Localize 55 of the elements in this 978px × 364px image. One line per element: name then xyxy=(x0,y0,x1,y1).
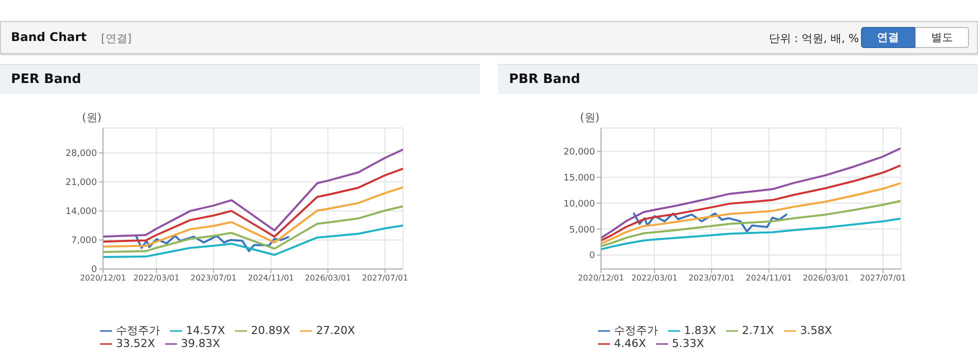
legend-label: 39.83X xyxy=(181,337,220,350)
text: 연결 xyxy=(861,27,915,48)
legend-label: 수정주가 xyxy=(116,324,160,337)
text: 단위 : 억원, 배, % xyxy=(768,31,859,46)
text: 별도 xyxy=(915,27,969,48)
line-series xyxy=(601,148,901,239)
legend-label: 2.71X xyxy=(742,324,774,337)
legend-label: 20.89X xyxy=(251,324,290,337)
text: Band Chart xyxy=(11,30,87,44)
y-axis-title: (원) xyxy=(82,110,102,125)
x-tick-label: 2020/12/01 xyxy=(80,274,126,283)
legend-label: 14.57X xyxy=(186,324,226,337)
legend-label: 33.52X xyxy=(116,337,156,350)
line-series xyxy=(103,205,403,253)
legend-label: 1.83X xyxy=(684,324,716,337)
line-series xyxy=(103,186,403,248)
line-series xyxy=(601,164,901,242)
x-tick-label: 2022/03/01 xyxy=(133,274,180,283)
line-series xyxy=(632,212,788,233)
y-tick-label: 7,000 xyxy=(71,236,98,246)
line-series xyxy=(103,148,403,238)
x-tick-label: 2026/03/01 xyxy=(802,274,849,283)
x-tick-label: 2023/07/01 xyxy=(190,274,237,283)
y-tick-label: 15,000 xyxy=(564,173,596,184)
line-series xyxy=(134,234,290,252)
x-tick-label: 2024/11/01 xyxy=(746,274,792,283)
legend-label: 4.46X xyxy=(614,337,646,350)
legend-label: 5.33X xyxy=(672,337,704,350)
x-tick-label: 2020/12/01 xyxy=(578,274,624,283)
chart-title: PBR Band xyxy=(498,65,978,94)
legend-label: 27.20X xyxy=(316,324,356,337)
legend-label: 수정주가 xyxy=(614,324,658,337)
y-tick-label: 20,000 xyxy=(564,148,596,158)
y-tick-label: 0 xyxy=(91,265,98,276)
x-tick-label: 2026/03/01 xyxy=(304,274,351,283)
x-tick-label: 2027/07/01 xyxy=(362,274,408,283)
y-tick-label: 21,000 xyxy=(66,178,98,188)
line-series xyxy=(601,182,901,245)
line-series xyxy=(103,224,403,258)
x-tick-label: 2027/07/01 xyxy=(860,274,906,283)
y-tick-label: 28,000 xyxy=(66,149,98,160)
x-tick-label: 2023/07/01 xyxy=(688,274,735,283)
x-tick-label: 2022/03/01 xyxy=(631,274,678,283)
y-axis-title: (원) xyxy=(580,110,600,125)
x-tick-label: 2024/11/01 xyxy=(248,274,294,283)
legend-label: 3.58X xyxy=(800,324,832,337)
y-tick-label: 0 xyxy=(589,251,596,262)
y-tick-label: 14,000 xyxy=(66,207,98,218)
text: [연결] xyxy=(101,31,132,46)
chart-title: PER Band xyxy=(0,65,480,94)
y-tick-label: 5,000 xyxy=(569,225,596,236)
line-series xyxy=(103,168,403,243)
line-series xyxy=(601,218,901,250)
line-series xyxy=(601,200,901,248)
y-tick-label: 10,000 xyxy=(564,199,596,210)
